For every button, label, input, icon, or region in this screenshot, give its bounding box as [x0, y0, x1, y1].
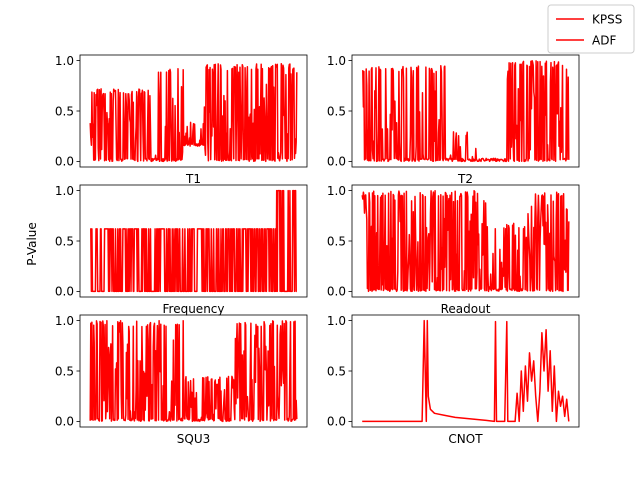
subplot-t1: 0.0 0.5 1.0 T1	[55, 54, 308, 186]
y-tick-label: 1.0	[55, 314, 74, 328]
y-tick-label: 1.0	[327, 184, 346, 198]
series-line	[361, 59, 570, 163]
y-tick-label: 0.0	[327, 285, 346, 299]
legend-kpss-label: KPSS	[592, 13, 622, 27]
legend-adf-label: ADF	[592, 34, 616, 48]
y-tick-label: 0.0	[327, 415, 346, 429]
y-tick-label: 0.5	[327, 104, 346, 118]
subplot-squ3: 0.0 0.5 1.0 SQU3	[55, 314, 308, 446]
series-line	[362, 319, 570, 423]
subplot-t2: 0.0 0.5 1.0 T2	[327, 54, 580, 186]
x-axis-label: T2	[457, 172, 473, 186]
series-line	[361, 190, 570, 293]
x-axis-label: Frequency	[163, 302, 225, 316]
subplot-frequency: 0.0 0.5 1.0 Frequency	[55, 184, 308, 316]
y-tick-label: 0.5	[55, 104, 74, 118]
x-axis-label: SQU3	[177, 432, 210, 446]
legend: KPSS ADF	[547, 4, 635, 54]
y-tick-label: 1.0	[55, 184, 74, 198]
x-axis-label: T1	[185, 172, 201, 186]
y-tick-label: 1.0	[327, 314, 346, 328]
y-tick-label: 1.0	[327, 54, 346, 68]
y-tick-label: 0.5	[55, 364, 74, 378]
shared-ylabel: P-Value	[25, 222, 39, 266]
x-axis-label: CNOT	[448, 432, 483, 446]
y-tick-label: 0.0	[55, 285, 74, 299]
series-line	[90, 189, 297, 293]
y-tick-label: 0.5	[55, 234, 74, 248]
legend-box	[547, 4, 635, 54]
y-tick-label: 0.5	[327, 234, 346, 248]
subplot-readout: 0.0 0.5 1.0 Readout	[327, 184, 580, 316]
y-tick-label: 1.0	[55, 54, 74, 68]
y-tick-label: 0.5	[327, 364, 346, 378]
x-axis-label: Readout	[441, 302, 491, 316]
y-tick-label: 0.0	[327, 155, 346, 169]
series-line	[89, 63, 298, 163]
subplot-cnot: 0.0 0.5 1.0 CNOT	[327, 314, 580, 446]
y-tick-label: 0.0	[55, 415, 74, 429]
y-tick-label: 0.0	[55, 155, 74, 169]
series-line	[89, 319, 298, 423]
subplots: 0.0 0.5 1.0 T1 0.0 0.5 1.0 T2 0.0 0.5 1.0 Frequency…	[55, 54, 580, 446]
